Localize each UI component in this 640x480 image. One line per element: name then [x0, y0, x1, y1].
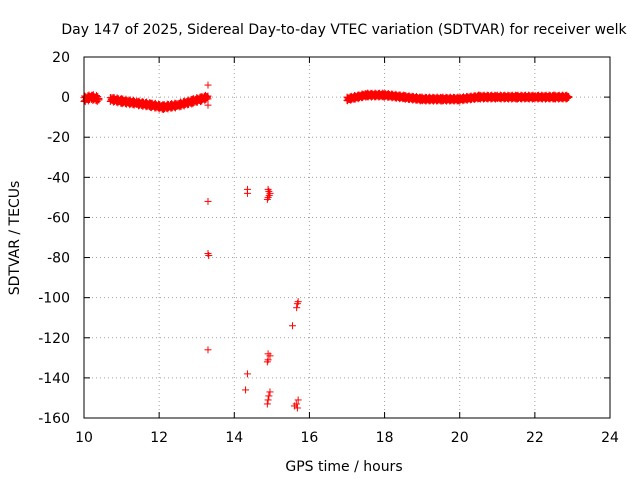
data-point: [265, 191, 273, 199]
data-point: [293, 404, 301, 412]
x-tick-label: 12: [150, 430, 168, 446]
y-tick-label: -100: [38, 291, 70, 307]
data-point: [204, 81, 212, 89]
y-tick-label: -140: [38, 371, 70, 387]
y-tick-label: 20: [52, 50, 70, 66]
y-tick-label: 0: [61, 90, 70, 106]
data-point: [204, 346, 212, 354]
chart-title: Day 147 of 2025, Sidereal Day-to-day VTE…: [61, 22, 627, 38]
data-point: [243, 189, 251, 197]
data-point: [293, 304, 301, 312]
data-point: [263, 358, 271, 366]
data-point: [266, 352, 274, 360]
data-point: [243, 370, 251, 378]
x-tick-label: 20: [451, 430, 469, 446]
data-point: [242, 386, 250, 394]
data-point: [263, 195, 271, 203]
data-point: [264, 396, 272, 404]
x-tick-label: 10: [75, 430, 93, 446]
data-point: [289, 322, 297, 330]
y-tick-label: -160: [38, 411, 70, 427]
y-tick-label: -20: [47, 130, 70, 146]
data-point: [263, 400, 271, 408]
tick-labels: 10 12 14 16 18 20 22 24 20 0 -20 -40 -60 -80 -100 -120 -…: [38, 50, 619, 446]
x-tick-label: 16: [301, 430, 319, 446]
y-tick-label: -80: [47, 251, 70, 267]
grid-lines: [84, 57, 610, 418]
data-point: [294, 396, 302, 404]
x-axis-label: GPS time / hours: [285, 459, 402, 475]
data-point: [293, 300, 301, 308]
data-point: [565, 94, 573, 102]
data-point: [265, 392, 273, 400]
y-tick-label: -120: [38, 331, 70, 347]
data-point: [95, 95, 103, 103]
data-point: [204, 197, 212, 205]
data-point: [266, 388, 274, 396]
y-tick-label: -40: [47, 170, 70, 186]
data-point: [204, 92, 212, 100]
data-points: [80, 81, 573, 412]
y-tick-label: -60: [47, 210, 70, 226]
x-tick-label: 24: [601, 430, 619, 446]
x-tick-label: 22: [526, 430, 544, 446]
plot-frame: [83, 56, 611, 419]
data-point: [203, 94, 211, 102]
data-point: [204, 101, 212, 109]
y-axis-label: SDTVAR / TECUs: [7, 181, 23, 296]
x-tick-label: 14: [225, 430, 243, 446]
x-tick-label: 18: [376, 430, 394, 446]
data-point: [205, 252, 213, 260]
